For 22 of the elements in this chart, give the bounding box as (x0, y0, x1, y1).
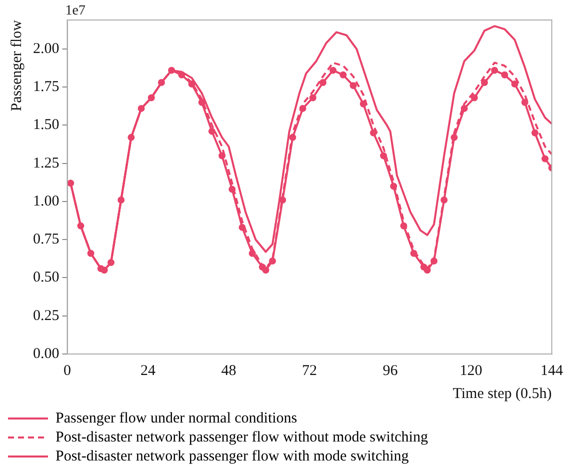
x-tick-label: 72 (302, 362, 317, 379)
x-tick-label: 144 (540, 362, 564, 379)
legend-label: Post-disaster network passenger flow with mode switching (56, 448, 410, 464)
x-axis-title: Time step (0.5h) (452, 386, 552, 402)
x-tick-label: 96 (382, 362, 398, 379)
x-tick-label: 48 (221, 362, 236, 379)
legend-label: Passenger flow under normal conditions (56, 410, 298, 426)
y-axis-title: Passenger flow (8, 20, 25, 112)
y-tick-label: 1.25 (33, 155, 60, 172)
y-tick-label: 1.75 (33, 79, 60, 96)
x-tick-label: 24 (140, 362, 156, 379)
x-tick-label: 0 (64, 362, 71, 379)
legend-label: Post-disaster network passenger flow without mode switching (56, 429, 428, 446)
x-tick-label: 120 (460, 362, 482, 379)
y-tick-label: 1.50 (33, 117, 60, 134)
y-tick-label: 2.00 (33, 40, 60, 57)
y-tick-label: 0.00 (33, 346, 60, 362)
y-tick-label: 0.25 (33, 308, 60, 324)
text: 1e7 (65, 4, 86, 19)
y-tick-label: 0.50 (33, 270, 60, 286)
y-tick-label: 1.00 (33, 193, 60, 210)
y-tick-label: 0.75 (33, 232, 60, 248)
